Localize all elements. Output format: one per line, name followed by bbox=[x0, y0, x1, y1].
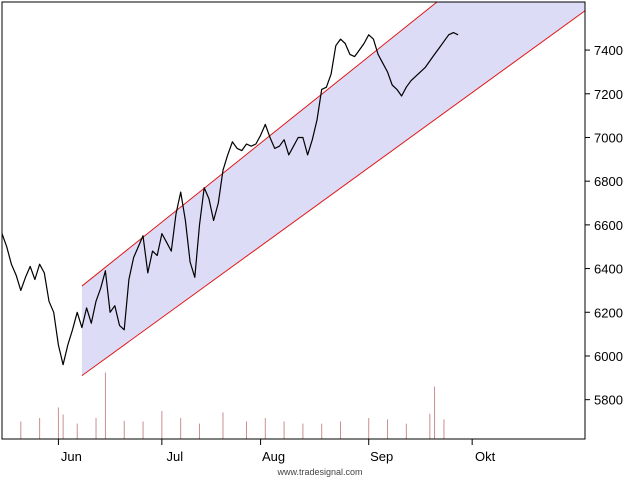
y-tick-label: 7200 bbox=[594, 87, 623, 102]
x-tick-label: Jun bbox=[61, 449, 82, 464]
channel-upper-line bbox=[81, 2, 438, 287]
watermark: www.tradesignal.com bbox=[276, 467, 362, 477]
y-tick-label: 7000 bbox=[594, 130, 623, 145]
x-tick-label: Sep bbox=[370, 449, 393, 464]
x-tick-label: Aug bbox=[262, 449, 285, 464]
channel-lower-line bbox=[81, 10, 585, 377]
x-tick-label: Jul bbox=[167, 449, 184, 464]
y-tick-label: 6800 bbox=[594, 174, 623, 189]
x-tick-label: Okt bbox=[475, 449, 496, 464]
y-tick-label: 6600 bbox=[594, 218, 623, 233]
y-tick-label: 6400 bbox=[594, 262, 623, 277]
y-tick-label: 5800 bbox=[594, 393, 623, 408]
y-tick-label: 6200 bbox=[594, 305, 623, 320]
channel-band bbox=[81, 2, 585, 376]
plot-frame bbox=[1, 1, 586, 440]
price-line bbox=[2, 32, 459, 366]
y-tick-label: 7400 bbox=[594, 43, 623, 58]
y-tick-label: 6000 bbox=[594, 349, 623, 364]
